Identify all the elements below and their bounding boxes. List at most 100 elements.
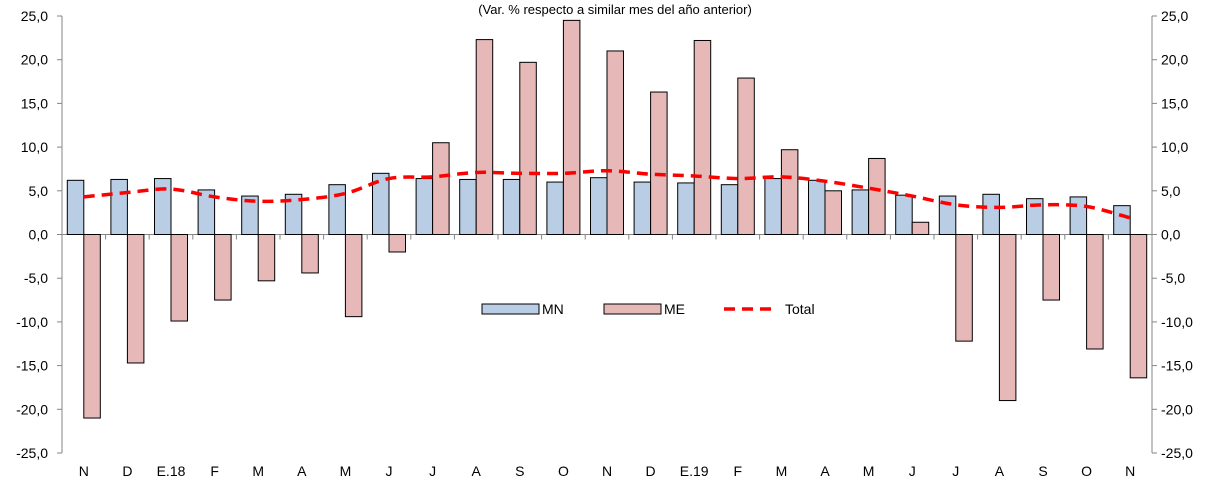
bar-mn — [590, 177, 608, 236]
bar-me — [257, 234, 276, 282]
bar-mn — [110, 178, 128, 236]
legend-label: Total — [785, 301, 815, 317]
x-tick-label: N — [602, 463, 612, 479]
y-tick-label-right: -5,0 — [1161, 270, 1185, 286]
bar-me — [737, 77, 755, 235]
bar-mn — [633, 181, 652, 235]
bar-me — [301, 234, 319, 274]
bar-me — [344, 234, 363, 318]
x-tick-label: A — [472, 463, 482, 479]
x-tick-label: S — [515, 463, 524, 479]
bar-mn — [459, 178, 477, 236]
bar-mn — [895, 194, 913, 235]
y-tick-label-right: -15,0 — [1161, 358, 1193, 374]
y-tick-label-right: 0,0 — [1161, 227, 1181, 243]
x-tick-label: N — [1125, 463, 1135, 479]
bar-me — [955, 234, 973, 342]
bar-me — [83, 234, 101, 419]
bar-me — [911, 221, 930, 236]
bar-mn — [982, 193, 1000, 236]
bar-me — [998, 234, 1017, 402]
y-tick-label-left: 25,0 — [21, 8, 48, 24]
x-tick-label: S — [1038, 463, 1047, 479]
bar-mn — [808, 179, 826, 235]
y-tick-label-right: 20,0 — [1161, 52, 1188, 68]
bar-me — [824, 190, 842, 236]
x-tick-label: O — [558, 463, 569, 479]
x-tick-label: M — [863, 463, 875, 479]
x-tick-label: D — [122, 463, 132, 479]
bar-mn — [415, 178, 434, 235]
y-tick-label-left: 15,0 — [21, 95, 48, 111]
y-tick-label-left: -5,0 — [24, 270, 48, 286]
bar-me — [606, 50, 624, 235]
legend-item-total: Total — [724, 301, 815, 317]
x-tick-label: A — [995, 463, 1005, 479]
bar-me — [562, 19, 581, 236]
x-tick-label: F — [210, 463, 219, 479]
x-tick-label: N — [79, 463, 89, 479]
bar-mn — [154, 178, 172, 235]
bar-mn — [677, 182, 695, 236]
x-tick-label: A — [820, 463, 830, 479]
legend-item-me: ME — [603, 301, 685, 317]
legend-item-mn: MN — [481, 301, 564, 317]
y-tick-label-right: 15,0 — [1161, 95, 1188, 111]
x-tick-label: E.18 — [157, 463, 186, 479]
bar-mn — [851, 189, 870, 235]
bar-mn — [1026, 198, 1044, 235]
y-tick-label-left: 20,0 — [21, 52, 48, 68]
total-line — [83, 168, 1131, 220]
x-tick-label: E.19 — [680, 463, 709, 479]
x-tick-label: M — [340, 463, 352, 479]
y-tick-label-left: -20,0 — [16, 401, 48, 417]
legend-swatch — [603, 303, 662, 315]
x-tick-label: J — [952, 463, 959, 479]
bar-mn — [938, 195, 957, 236]
y-tick-label-right: -20,0 — [1161, 401, 1193, 417]
bar-mn — [372, 172, 390, 236]
x-tick-label: M — [252, 463, 264, 479]
bar-mn — [241, 195, 259, 236]
bar-mn — [197, 189, 216, 235]
y-tick-label-left: 10,0 — [21, 139, 48, 155]
bar-mn — [720, 184, 739, 236]
x-tick-label: D — [646, 463, 656, 479]
bar-mn — [764, 178, 782, 235]
y-tick-label-left: 5,0 — [29, 183, 49, 199]
bar-me — [432, 142, 450, 235]
bar-me — [650, 91, 668, 236]
bar-mn — [1069, 196, 1088, 235]
x-tick-label: F — [734, 463, 743, 479]
bar-me — [1086, 234, 1104, 350]
bar-me — [868, 157, 886, 236]
bar-mn — [328, 184, 346, 236]
bar-me — [780, 149, 799, 235]
y-tick-label-left: 0,0 — [29, 227, 49, 243]
y-tick-label-right: 25,0 — [1161, 8, 1188, 24]
chart-subtitle: (Var. % respecto a similar mes del año a… — [478, 2, 752, 17]
bar-me — [214, 234, 232, 301]
y-tick-label-left: -15,0 — [16, 358, 48, 374]
x-tick-label: A — [297, 463, 307, 479]
y-tick-label-right: 10,0 — [1161, 139, 1188, 155]
bar-me — [519, 61, 537, 235]
y-tick-label-left: -25,0 — [16, 445, 48, 461]
y-tick-label-right: 5,0 — [1161, 183, 1181, 199]
y-tick-label-left: -10,0 — [16, 314, 48, 330]
bar-me — [388, 234, 406, 253]
legend-label: MN — [542, 301, 564, 317]
bar-mn — [284, 193, 303, 236]
bar-mn — [502, 178, 521, 236]
tick-labels: 25,0 25,0 20,0 20,0 15,0 15,0 10,0 10,0 5,0 5,0 0,… — [16, 8, 1193, 479]
bars — [66, 19, 1148, 419]
x-tick-label: J — [386, 463, 393, 479]
x-tick-label: J — [429, 463, 436, 479]
bar-mn — [1113, 205, 1131, 236]
bar-me — [693, 39, 712, 235]
y-tick-label-right: -25,0 — [1161, 445, 1193, 461]
bar-mn — [66, 179, 85, 235]
bar-me — [1129, 234, 1148, 379]
x-tick-label: J — [909, 463, 916, 479]
